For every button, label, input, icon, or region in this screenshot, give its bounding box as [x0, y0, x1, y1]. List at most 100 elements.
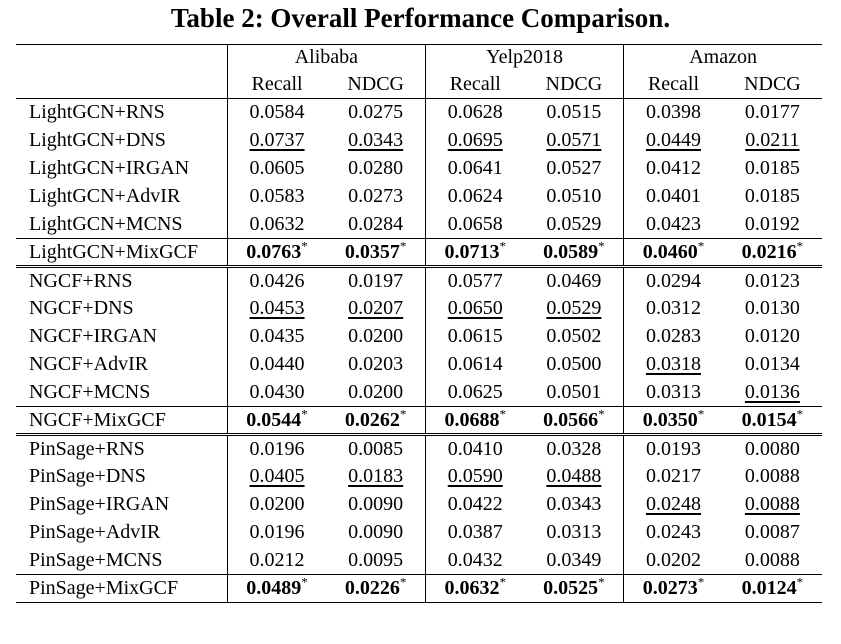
- metric-value-cell: 0.0343: [525, 491, 624, 519]
- metric-value: 0.0185: [744, 185, 800, 207]
- metric-value-cell: 0.0426: [226, 266, 327, 295]
- metric-value-cell: 0.0328: [525, 435, 624, 463]
- metric-value: 0.0136: [744, 380, 800, 403]
- model-name-cell: PinSage+MCNS: [29, 548, 163, 571]
- model-name-cell: PinSage+IRGAN: [29, 493, 170, 515]
- metric-value-cell: 0.0217: [623, 462, 723, 491]
- metric-header: Recall: [424, 70, 525, 99]
- metric-value: 0.0489: [246, 577, 302, 599]
- metric-value: 0.0185: [744, 157, 800, 179]
- model-name-cell: LightGCN+MCNS: [29, 212, 183, 235]
- metric-value-cell: 0.0544*: [226, 406, 327, 435]
- metric-value: 0.0196: [249, 521, 305, 543]
- metric-value-cell: 0.0430: [226, 378, 327, 407]
- metric-value-cell: 0.0488: [525, 463, 624, 491]
- metric-value: 0.0211: [745, 129, 800, 151]
- metric-value: 0.0500: [546, 353, 602, 375]
- metric-value-cell: 0.0212: [226, 546, 327, 575]
- metric-value-cell: 0.0737: [226, 126, 327, 155]
- model-name-cell: LightGCN+MixGCF: [29, 240, 199, 263]
- metric-value: 0.0423: [645, 212, 701, 235]
- metric-value: 0.0632: [444, 577, 500, 599]
- metric-value-cell: 0.0713*: [424, 237, 525, 267]
- metric-value-cell: 0.0248: [623, 490, 723, 519]
- metric-value-cell: 0.0200: [226, 490, 327, 519]
- metric-value-cell: 0.0088: [723, 547, 822, 575]
- dataset-header-alibaba: Alibaba: [226, 44, 426, 71]
- metric-header: NDCG: [347, 72, 404, 95]
- table-row: LightGCN+RNS 0.0584 0.0275 0.0628 0.0515 0.03…: [16, 98, 822, 127]
- table-row: PinSage+MixGCF 0.0489* 0.0226* 0.0632* 0.052…: [16, 574, 822, 603]
- metric-value-cell: 0.0130: [723, 295, 822, 323]
- metric-value-cell: 0.0422: [424, 490, 525, 519]
- significance-mark: *: [598, 405, 605, 421]
- metric-value-cell: 0.0615: [424, 322, 525, 351]
- significance-mark: *: [499, 405, 507, 421]
- metric-value: 0.0088: [744, 465, 800, 487]
- metric-value: 0.0262: [344, 408, 400, 431]
- table-row: PinSage+MCNS 0.0212 0.0095 0.0432 0.0349 0.02…: [16, 546, 822, 575]
- metric-value: 0.0313: [645, 380, 701, 403]
- metric-value-cell: 0.0387: [424, 518, 525, 547]
- metric-value-cell: 0.0202: [623, 546, 723, 575]
- model-name-cell: PinSage+MixGCF: [29, 577, 179, 599]
- model-name-cell: LightGCN+AdvIR: [29, 185, 181, 207]
- metric-value: 0.0435: [249, 325, 305, 347]
- metric-value: 0.0200: [348, 380, 404, 403]
- metric-value-cell: 0.0203: [326, 351, 425, 379]
- metric-value-cell: 0.0614: [424, 350, 525, 379]
- metric-value-cell: 0.0501: [525, 379, 624, 407]
- performance-table: Alibaba Yelp2018 Amazon Recall NDCG Reca…: [16, 44, 822, 603]
- metric-value-cell: 0.0312: [623, 294, 723, 323]
- metric-value: 0.0589: [543, 240, 599, 263]
- metric-value: 0.0488: [546, 465, 602, 487]
- metric-value-cell: 0.0090: [326, 491, 425, 519]
- metric-value-cell: 0.0080: [723, 435, 822, 463]
- metric-value-cell: 0.0197: [326, 267, 425, 295]
- metric-value-cell: 0.0273*: [623, 574, 723, 603]
- metric-value: 0.0401: [645, 185, 701, 207]
- metric-value-cell: 0.0589*: [525, 239, 624, 267]
- metric-value: 0.0088: [744, 493, 800, 515]
- metric-value-cell: 0.0435: [226, 322, 327, 351]
- significance-mark: *: [499, 574, 507, 590]
- metric-header-row: Recall NDCG Recall NDCG Recall NDCG: [16, 70, 822, 99]
- metric-value: 0.0280: [348, 157, 404, 179]
- metric-value: 0.0502: [546, 325, 602, 347]
- significance-mark: *: [399, 405, 407, 421]
- metric-value-cell: 0.0571: [525, 127, 624, 155]
- metric-value: 0.0226: [344, 577, 400, 599]
- metric-value-cell: 0.0583: [226, 182, 327, 211]
- metric-value-cell: 0.0688*: [424, 405, 525, 435]
- metric-value: 0.0123: [744, 269, 800, 292]
- significance-mark: *: [399, 237, 407, 253]
- metric-value: 0.0273: [348, 185, 404, 207]
- metric-value-cell: 0.0200: [326, 323, 425, 351]
- significance-mark: *: [499, 237, 507, 253]
- metric-value-cell: 0.0624: [424, 182, 525, 211]
- metric-value: 0.0134: [744, 353, 800, 375]
- metric-value-cell: 0.0650: [424, 294, 525, 323]
- table-row: LightGCN+DNS 0.0737 0.0343 0.0695 0.0571 0.04…: [16, 126, 822, 155]
- metric-value: 0.0095: [348, 548, 404, 571]
- metric-value-cell: 0.0275: [326, 99, 425, 127]
- metric-value: 0.0615: [447, 325, 503, 347]
- metric-value: 0.0529: [546, 212, 602, 235]
- table-row: NGCF+MixGCF 0.0544* 0.0262* 0.0688* 0.0566* 0…: [16, 405, 822, 435]
- metric-value-cell: 0.0095: [326, 547, 425, 575]
- metric-value-cell: 0.0313: [525, 519, 624, 547]
- table-row: PinSage+RNS 0.0196 0.0085 0.0410 0.0328 0.019…: [16, 434, 822, 463]
- metric-value: 0.0312: [645, 297, 701, 319]
- metric-value: 0.0658: [447, 212, 503, 235]
- metric-value: 0.0183: [348, 465, 404, 487]
- metric-value-cell: 0.0658: [424, 210, 525, 239]
- metric-value: 0.0124: [741, 577, 797, 599]
- metric-value-cell: 0.0085: [326, 435, 425, 463]
- significance-mark: *: [301, 237, 308, 253]
- metric-value-cell: 0.0628: [424, 98, 525, 127]
- metric-value: 0.0460: [642, 240, 698, 263]
- metric-value: 0.0275: [348, 101, 404, 124]
- metric-value-cell: 0.0243: [623, 518, 723, 547]
- metric-value: 0.0212: [249, 548, 305, 571]
- model-name-cell: NGCF+MCNS: [29, 380, 151, 403]
